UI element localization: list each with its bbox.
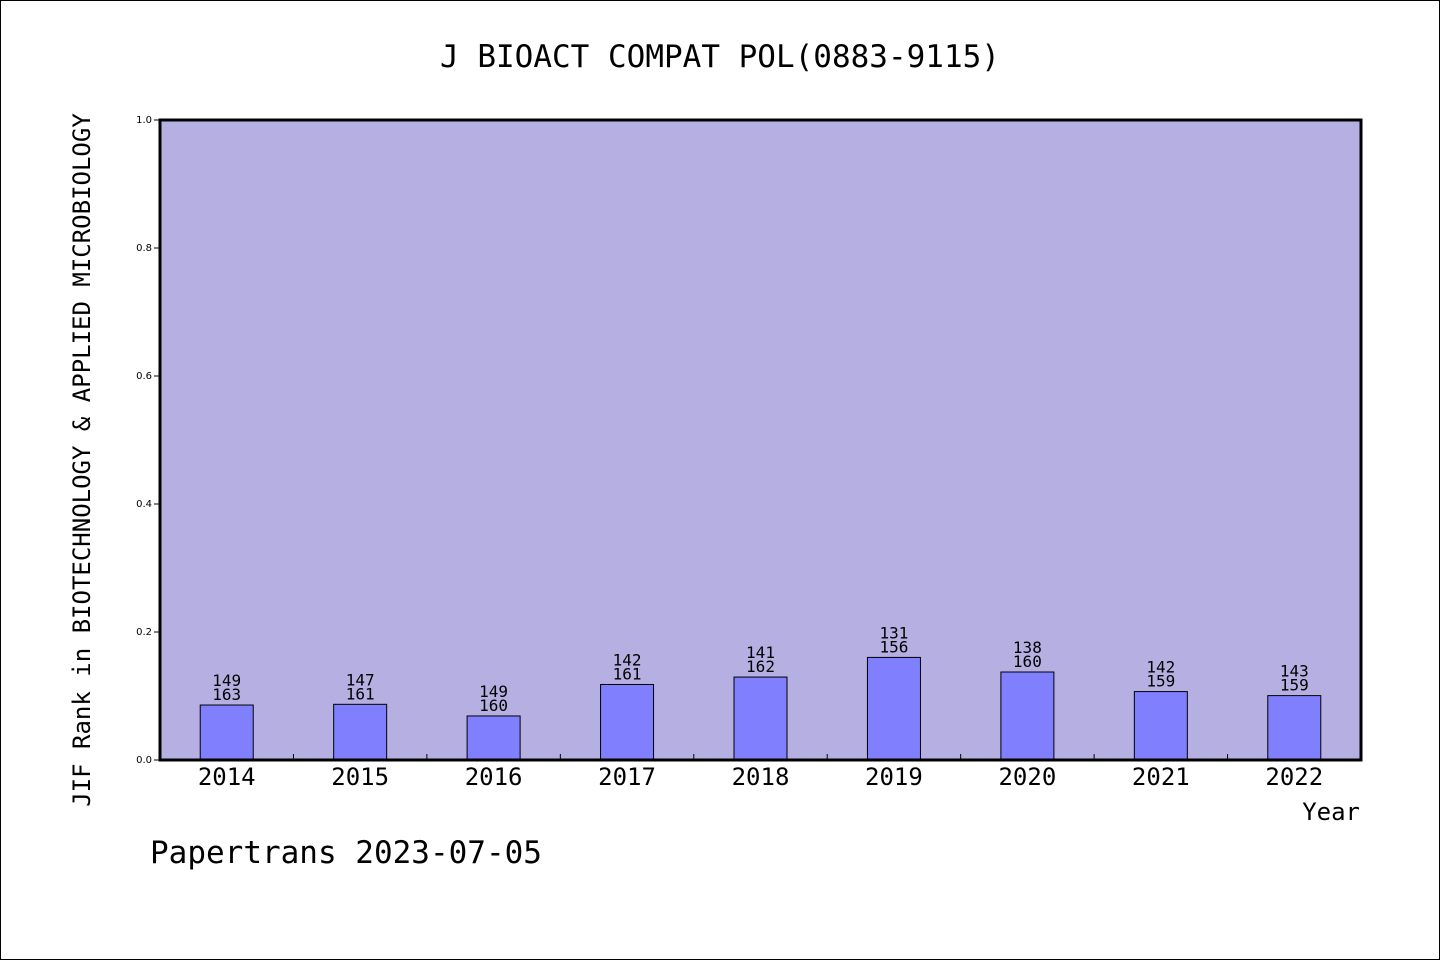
bar-rank-label: 149: [212, 671, 241, 690]
plot-border: [158, 118, 1363, 762]
bar-total-label: 161: [613, 664, 642, 683]
bar-series: [199, 656, 1322, 761]
bar-total-label: 163: [212, 685, 241, 704]
y-tick-label: 0.6: [136, 371, 152, 382]
x-tick-label: 2018: [732, 763, 790, 791]
watermark-text: Papertrans 2023-07-05: [150, 835, 542, 871]
x-tick-label: 2019: [865, 763, 923, 791]
y-tick-label: 0.4: [136, 499, 152, 510]
y-tick-label: 0.2: [136, 627, 152, 638]
bar-rank-label: 141: [746, 643, 775, 662]
bar-total-label: 156: [879, 637, 908, 656]
bar-total-label: 159: [1280, 676, 1309, 695]
bar-rank-label: 149: [479, 682, 508, 701]
bar-rank-label: 131: [879, 623, 908, 642]
bar: [866, 656, 921, 761]
chart-title: J BIOACT COMPAT POL(0883-9115): [440, 39, 1000, 75]
x-tick-label: 2017: [598, 763, 656, 791]
bar-rank-label: 142: [613, 650, 642, 669]
bar-rank-label: 138: [1013, 638, 1042, 657]
x-tick-label: 2015: [331, 763, 389, 791]
bar-total-label: 162: [746, 657, 775, 676]
x-axis-ticks: 2014 2015 2016 2017 2018 2019 2020 2021 2022: [198, 754, 1323, 791]
bar: [600, 683, 655, 761]
x-tick-label: 2021: [1132, 763, 1190, 791]
bar: [199, 704, 254, 761]
y-tick-label: 0.0: [136, 755, 152, 766]
bar-rank-label: 142: [1146, 658, 1175, 677]
x-tick-label: 2014: [198, 763, 256, 791]
bar: [1267, 695, 1322, 761]
bar-rank-label: 147: [346, 670, 375, 689]
bar-total-label: 160: [479, 696, 508, 715]
y-axis-ticks: 0.0 0.2 0.4 0.6 0.8 1.0: [136, 115, 160, 766]
bar-total-label: 161: [346, 684, 375, 703]
x-tick-label: 2022: [1265, 763, 1323, 791]
y-tick-label: 0.8: [136, 243, 152, 254]
bar-total-label: 160: [1013, 652, 1042, 671]
x-tick-label: 2020: [998, 763, 1056, 791]
plot-area: [160, 120, 1361, 760]
x-axis-label: Year: [1302, 798, 1360, 826]
bar: [1133, 691, 1188, 761]
bar-total-label: 159: [1146, 672, 1175, 691]
bar: [466, 715, 521, 761]
bar: [733, 676, 788, 761]
y-axis-label: JIF Rank in BIOTECHNOLOGY & APPLIED MICR…: [68, 113, 96, 807]
x-tick-label: 2016: [465, 763, 523, 791]
y-tick-label: 1.0: [136, 115, 152, 126]
bar-rank-label: 143: [1280, 662, 1309, 681]
bar: [333, 703, 388, 761]
bar: [1000, 671, 1055, 761]
